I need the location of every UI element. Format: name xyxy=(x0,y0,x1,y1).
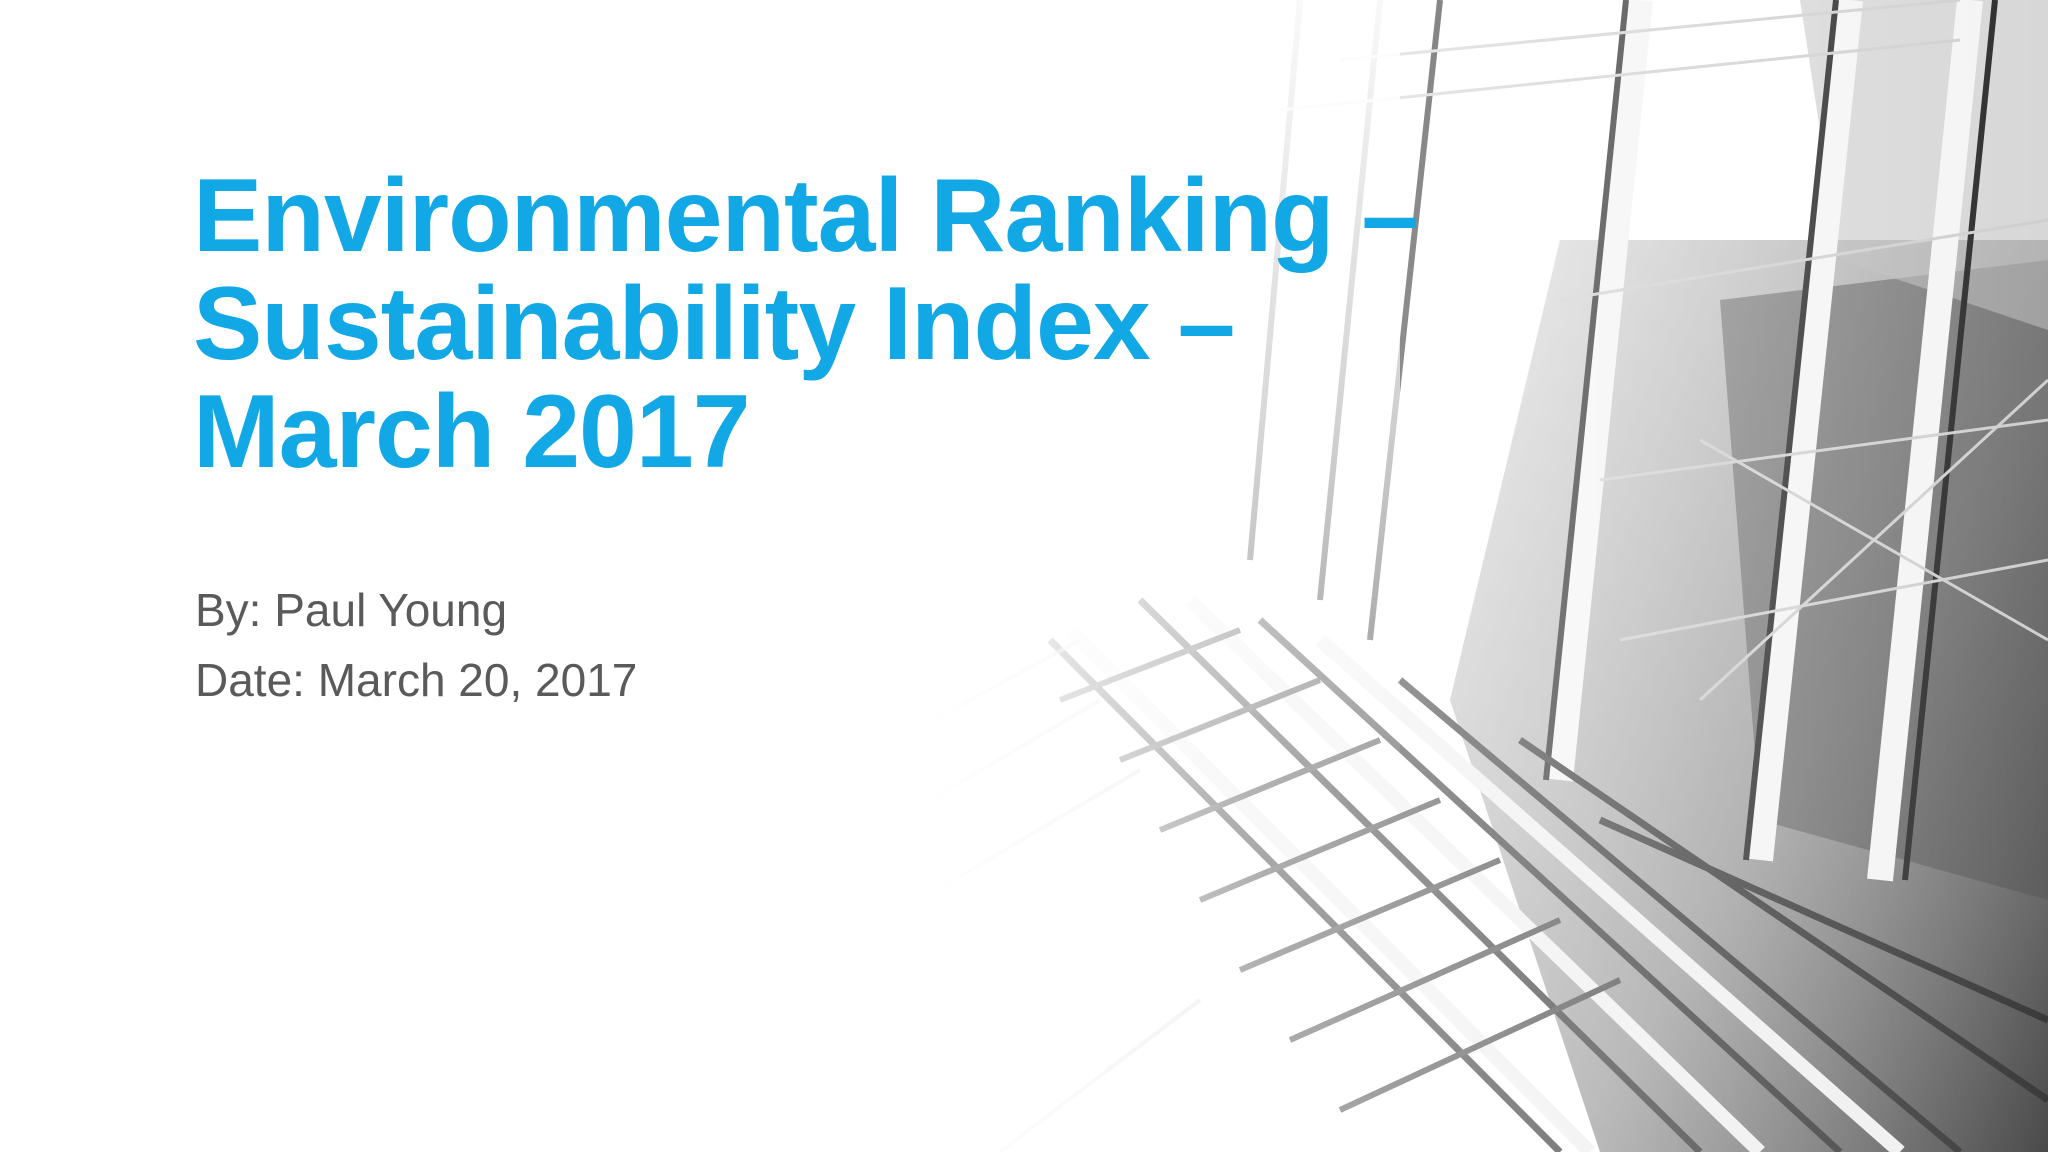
slide-title-line-1: Environmental Ranking – xyxy=(193,158,1419,274)
slide-subtitle: By: Paul Young Date: March 20, 2017 xyxy=(195,575,637,715)
slide-title: Environmental Ranking – Sustainability I… xyxy=(193,162,1493,486)
date-line: Date: March 20, 2017 xyxy=(195,654,638,706)
slide-title-line-3: March 2017 xyxy=(193,374,751,490)
author-line: By: Paul Young xyxy=(195,584,508,636)
slide-title-line-2: Sustainability Index – xyxy=(193,266,1235,382)
